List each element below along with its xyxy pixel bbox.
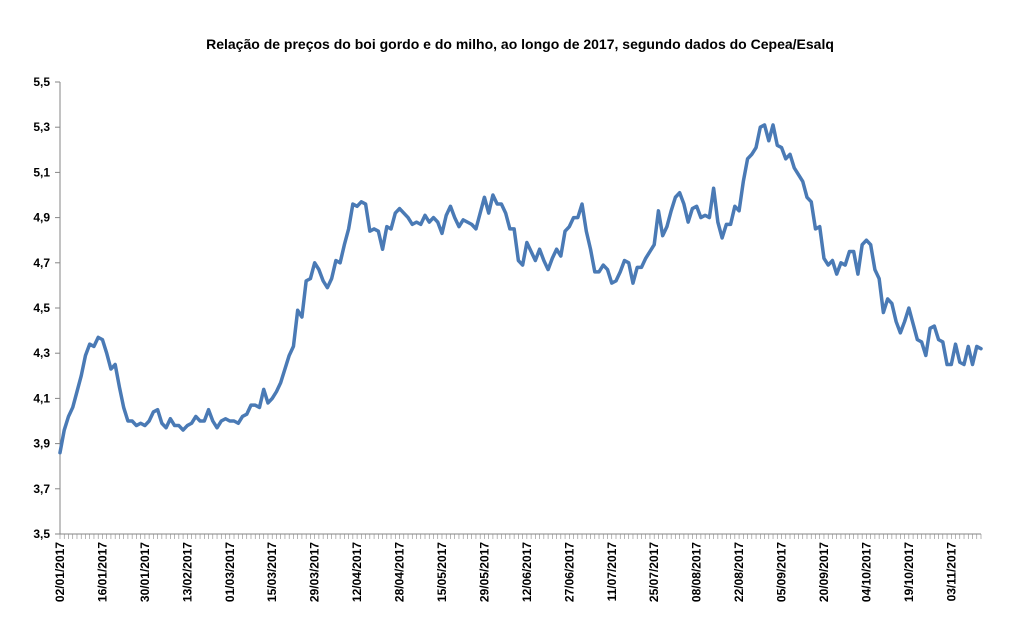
x-tick-label: 03/11/2017 (944, 542, 958, 602)
x-tick-label: 29/05/2017 (477, 542, 491, 602)
chart-title: Relação de preços do boi gordo e do milh… (206, 36, 834, 52)
series-group (58, 123, 983, 455)
chart-axes (59, 82, 981, 535)
x-tick-label: 05/09/2017 (775, 542, 789, 602)
y-tick-label: 5,3 (33, 120, 50, 134)
y-tick-label: 3,7 (33, 482, 50, 496)
y-tick-label: 4,3 (33, 346, 50, 360)
y-tick-label: 4,7 (33, 256, 50, 270)
x-tick-label: 08/08/2017 (690, 542, 704, 602)
x-tick-label: 20/09/2017 (817, 542, 831, 602)
y-tick-label: 5,5 (33, 75, 50, 89)
x-axis-ticks: 02/01/2017 16/01/2017 30/01/2017 13/02/2017… (53, 534, 982, 602)
x-tick-label: 19/10/2017 (902, 542, 916, 602)
y-tick-label: 3,5 (33, 527, 50, 541)
x-tick-label: 12/06/2017 (520, 542, 534, 602)
x-tick-label: 25/07/2017 (647, 542, 661, 602)
y-tick-label: 4,1 (33, 391, 50, 405)
y-tick-label: 4,9 (33, 211, 50, 225)
x-tick-label: 16/01/2017 (95, 542, 109, 602)
x-tick-label: 22/08/2017 (732, 542, 746, 602)
x-tick-label: 13/02/2017 (180, 542, 194, 602)
y-tick-label: 3,9 (33, 437, 50, 451)
x-tick-label: 30/01/2017 (138, 542, 152, 602)
y-axis-ticks: 3,5 3,7 3,9 4,1 4,3 4,5 4,7 4,9 5,1 5,3 5,5 (33, 75, 60, 541)
series-line-boi-milho (58, 123, 983, 455)
x-tick-label: 02/01/2017 (53, 542, 67, 602)
x-tick-label: 01/03/2017 (223, 542, 237, 602)
x-tick-label: 15/03/2017 (265, 542, 279, 602)
y-tick-label: 4,5 (33, 301, 50, 315)
x-tick-label: 12/04/2017 (350, 542, 364, 602)
x-tick-label: 04/10/2017 (859, 542, 873, 602)
x-tick-label: 27/06/2017 (562, 542, 576, 602)
x-tick-label: 11/07/2017 (605, 542, 619, 602)
x-tick-label: 29/03/2017 (308, 542, 322, 602)
x-tick-label: 15/05/2017 (435, 542, 449, 602)
x-tick-label: 28/04/2017 (393, 542, 407, 602)
y-tick-label: 5,1 (33, 165, 50, 179)
